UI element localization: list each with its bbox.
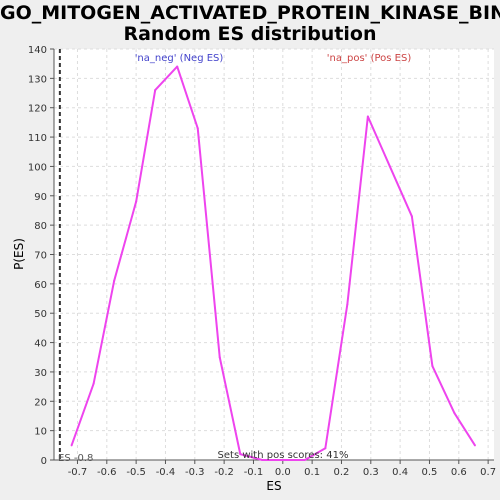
series-group: [58, 49, 476, 461]
x-tick-label: -0.4: [156, 467, 176, 478]
y-tick-label: 100: [28, 162, 47, 173]
data-point: [346, 303, 349, 306]
data-point: [113, 279, 116, 282]
y-tick-label: 50: [34, 309, 47, 320]
y-axis-label: P(ES): [12, 238, 26, 270]
x-tick-label: 0.3: [363, 467, 379, 478]
x-tick-label: -0.5: [126, 467, 146, 478]
x-axis-label: ES: [266, 479, 281, 493]
x-tick-label: -0.1: [244, 467, 264, 478]
data-point: [431, 365, 434, 368]
data-point: [218, 356, 221, 359]
y-tick-label: 10: [34, 427, 47, 438]
data-point: [70, 444, 73, 447]
y-tick-label: 90: [34, 192, 47, 203]
data-point: [154, 89, 157, 92]
y-tick-label: 140: [28, 45, 47, 56]
x-tick-label: -0.3: [185, 467, 205, 478]
data-point: [176, 65, 179, 68]
x-tick-label: -0.2: [214, 467, 234, 478]
y-tick-label: 80: [34, 221, 47, 232]
series-line: [70, 65, 476, 461]
y-tick-label: 30: [34, 368, 47, 379]
y-tick-label: 70: [34, 251, 47, 262]
x-tick-label: 0.2: [334, 467, 350, 478]
data-point: [92, 382, 95, 385]
data-point: [410, 215, 413, 218]
y-tick-label: 120: [28, 104, 47, 115]
data-point: [303, 459, 306, 461]
y-tick-label: 60: [34, 280, 47, 291]
data-point: [473, 444, 476, 447]
x-tick-label: 0.6: [451, 467, 467, 478]
x-tick-label: -0.7: [68, 467, 88, 478]
sets-pos-scores-label: Sets with pos scores: 41%: [218, 450, 349, 461]
y-tick-label: 40: [34, 339, 47, 350]
x-tick-label: 0.5: [422, 467, 438, 478]
x-tick-label: 0.1: [304, 467, 320, 478]
chart-title-line-1: GO_MITOGEN_ACTIVATED_PROTEIN_KINASE_BIND…: [0, 2, 500, 24]
data-point: [366, 115, 369, 118]
data-point: [281, 459, 284, 461]
x-tick-label: -0.6: [97, 467, 117, 478]
es-marker-label: ES -0.8: [58, 453, 93, 464]
y-tick-label: 20: [34, 397, 47, 408]
ticks: 0 10 20 30 40 50 60 70 80 90 100 110 120 130 140 -0.7 -0…: [28, 45, 496, 478]
data-point: [453, 412, 456, 415]
y-tick-label: 110: [28, 133, 47, 144]
x-tick-label: 0.4: [392, 467, 408, 478]
pos-es-label: 'na_pos' (Pos ES): [327, 53, 412, 64]
grid: [54, 48, 494, 461]
data-point: [261, 459, 264, 461]
data-point: [196, 127, 199, 130]
y-tick-label: 130: [28, 74, 47, 85]
y-tick-label: 0: [41, 456, 47, 467]
chart-title-line-2: Random ES distribution: [123, 23, 377, 45]
x-tick-label: 0.7: [480, 467, 496, 478]
data-point: [239, 453, 242, 456]
x-tick-label: 0.0: [275, 467, 291, 478]
data-point: [388, 165, 391, 168]
neg-es-label: 'na_neg' (Neg ES): [135, 53, 224, 64]
data-point: [324, 447, 327, 450]
data-point: [135, 200, 138, 203]
